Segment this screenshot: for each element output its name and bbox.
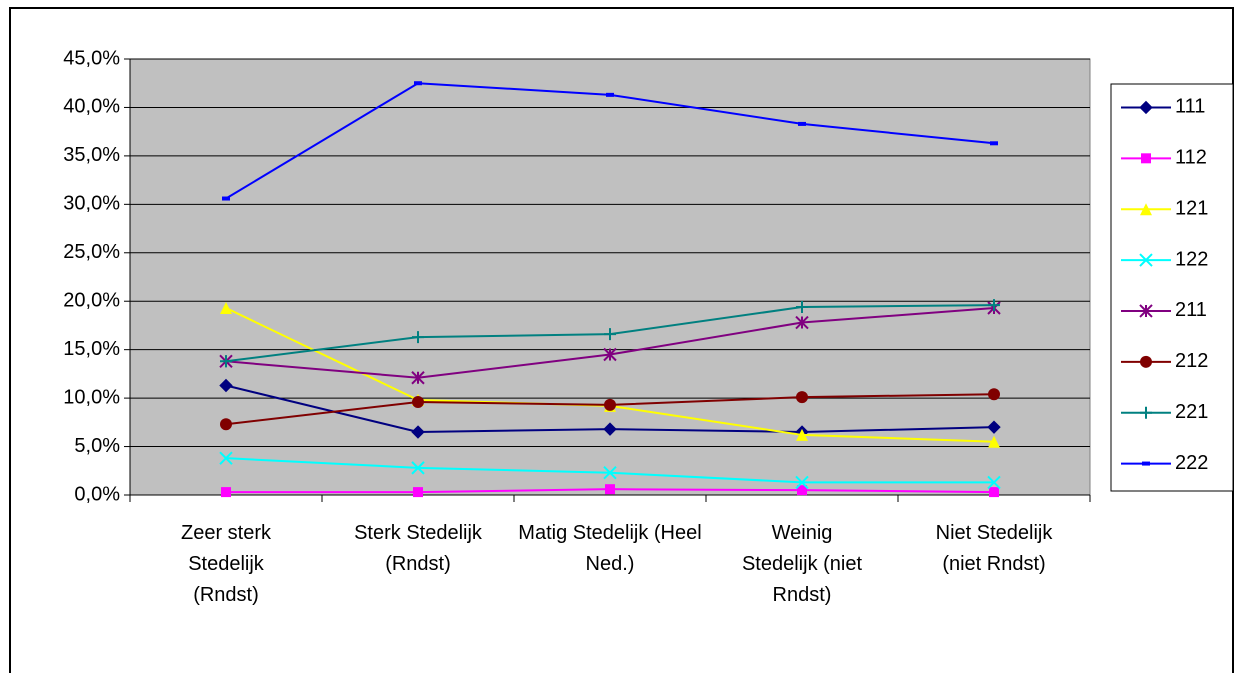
- marker: [795, 315, 809, 330]
- y-tick-label: 45,0%: [63, 47, 120, 69]
- marker: [988, 299, 1000, 312]
- y-tick-label: 40,0%: [63, 96, 120, 118]
- legend-label: 112: [1175, 147, 1207, 169]
- marker: [988, 388, 1000, 401]
- y-tick-label: 15,0%: [63, 338, 120, 360]
- legend-label: 211: [1175, 299, 1207, 321]
- legend-box: [1110, 83, 1234, 492]
- marker: [606, 92, 614, 97]
- marker: [411, 425, 425, 439]
- legend-label: 221: [1175, 401, 1208, 423]
- legend-label: 122: [1175, 248, 1208, 270]
- marker: [798, 121, 806, 126]
- marker: [603, 422, 617, 436]
- x-tick-label: Zeer sterk Stedelijk (Rndst): [180, 522, 272, 606]
- x-tick-label: Niet Stedelijk (niet Rndst): [935, 522, 1053, 575]
- marker: [411, 371, 425, 385]
- marker: [604, 398, 616, 411]
- y-tick-label: 25,0%: [63, 241, 120, 263]
- marker: [220, 418, 232, 431]
- legend-marker: [1140, 406, 1152, 419]
- y-tick-label: 35,0%: [63, 144, 120, 166]
- legend-label: 121: [1175, 197, 1208, 219]
- marker: [604, 328, 616, 341]
- legend-marker: [1140, 355, 1152, 368]
- marker: [603, 466, 617, 480]
- marker: [796, 301, 808, 314]
- marker: [989, 487, 999, 498]
- marker: [219, 378, 233, 393]
- marker: [220, 355, 232, 368]
- plot-area: [129, 58, 1091, 496]
- legend-label: 222: [1175, 452, 1208, 474]
- legend-marker: [1141, 153, 1151, 164]
- legend-marker: [1139, 253, 1153, 267]
- marker: [220, 302, 232, 315]
- marker: [414, 81, 422, 86]
- marker: [605, 484, 615, 495]
- legend-marker: [1142, 461, 1150, 466]
- marker: [412, 395, 424, 408]
- marker: [987, 420, 1001, 434]
- marker: [413, 487, 423, 498]
- marker: [796, 428, 808, 441]
- x-tick-label: Weinig Stedelijk (niet Rndst): [741, 522, 863, 606]
- marker: [221, 487, 231, 498]
- legend-marker: [1140, 203, 1152, 216]
- marker: [412, 331, 424, 344]
- marker: [988, 435, 1000, 448]
- y-tick-label: 10,0%: [63, 386, 120, 408]
- y-tick-label: 0,0%: [74, 483, 120, 505]
- marker: [990, 141, 998, 146]
- marker: [222, 196, 230, 201]
- marker: [987, 475, 1001, 490]
- x-tick-label: Sterk Stedelijk (Rndst): [354, 522, 482, 575]
- legend-marker: [1139, 304, 1153, 318]
- y-tick-label: 30,0%: [63, 193, 120, 215]
- legend-label: 212: [1175, 350, 1208, 372]
- marker: [411, 461, 425, 475]
- marker: [797, 485, 807, 496]
- legend-marker: [1139, 100, 1153, 115]
- legend-label: 111: [1175, 96, 1205, 118]
- marker: [219, 451, 233, 465]
- marker: [796, 391, 808, 404]
- y-tick-label: 20,0%: [63, 290, 120, 312]
- marker: [795, 475, 809, 490]
- marker: [603, 347, 617, 362]
- y-tick-label: 5,0%: [74, 435, 120, 457]
- x-tick-label: Matig Stedelijk (Heel Ned.): [518, 522, 702, 575]
